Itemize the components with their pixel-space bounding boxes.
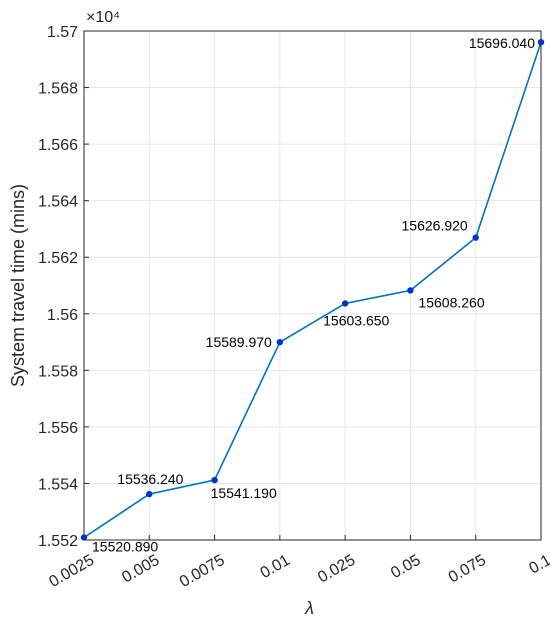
x-tick-label: 0.05: [388, 552, 424, 582]
axis-ticks: [83, 30, 542, 541]
data-point: [341, 300, 349, 307]
data-point: [276, 338, 284, 346]
y-tick-labels: 1.552 1.554 1.556 1.558 1.56 1.562 1.564 1.566 1…: [38, 24, 78, 550]
y-tick-label: 1.562: [38, 250, 78, 267]
y-tick-label: 1.57: [47, 24, 78, 41]
data-label: 15541.190: [211, 485, 277, 501]
grid-lines: [83, 30, 542, 541]
x-tick-label: 0.1: [526, 552, 550, 578]
x-tick-label: 0.005: [119, 552, 162, 587]
y-tick-label: 1.566: [38, 137, 78, 154]
series-line: [83, 41, 542, 539]
data-points: [80, 38, 545, 541]
y-tick-label: 1.554: [38, 476, 78, 493]
x-tick-label: 0.025: [315, 552, 358, 587]
y-tick-label: 1.558: [38, 363, 78, 380]
data-label: 15589.970: [206, 334, 272, 350]
data-label: 15603.650: [323, 312, 389, 328]
data-point: [146, 490, 153, 498]
data-label: 15696.040: [469, 35, 535, 51]
data-label: 15608.260: [418, 294, 484, 310]
data-point: [537, 38, 545, 46]
data-point: [407, 287, 414, 294]
x-tick-label: 0.0025: [46, 552, 97, 591]
x-tick-labels: 0.0025 0.005 0.0075 0.01 0.025 0.05 0.075 0.1: [46, 552, 550, 591]
y-axis-label: System travel time (mins): [8, 184, 28, 387]
data-label: 15536.240: [117, 471, 183, 487]
x-axis-label: λ: [304, 598, 314, 618]
data-point: [472, 234, 479, 241]
y-tick-label: 1.564: [38, 194, 78, 211]
data-label: 15520.890: [92, 538, 158, 554]
x-tick-label: 0.0075: [177, 552, 228, 591]
x-tick-label: 0.075: [446, 552, 489, 587]
y-tick-label: 1.556: [38, 420, 78, 437]
y-tick-label: 1.552: [38, 533, 78, 550]
data-point: [80, 534, 88, 541]
data-label: 15626.920: [402, 218, 468, 234]
y-tick-label: 1.56: [47, 307, 78, 324]
y-tick-label: 1.568: [38, 81, 78, 98]
data-labels: 15520.890 15536.240 15541.190 15589.970 1560…: [92, 35, 535, 554]
y-exponent-label: ×10⁴: [86, 9, 120, 26]
x-tick-label: 0.01: [258, 552, 294, 582]
data-point: [211, 476, 218, 484]
plot-frame: [83, 30, 542, 541]
